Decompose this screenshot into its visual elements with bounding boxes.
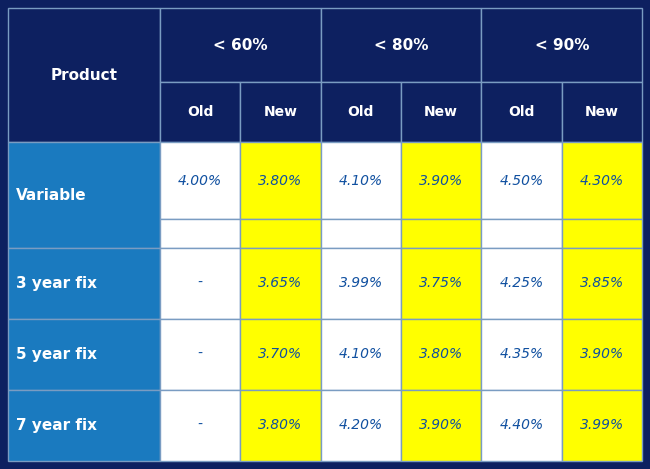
Text: 3.99%: 3.99% (580, 418, 624, 432)
Bar (240, 82, 320, 143)
Text: Old: Old (348, 105, 374, 119)
Bar (160, 390, 240, 461)
Text: < 80%: < 80% (374, 38, 428, 53)
Bar (8, 318, 160, 390)
Text: -: - (198, 347, 202, 361)
Bar (320, 318, 401, 390)
Text: -: - (198, 418, 202, 432)
Text: 3.80%: 3.80% (258, 174, 302, 188)
Text: 3.70%: 3.70% (258, 347, 302, 361)
Text: 4.50%: 4.50% (500, 174, 543, 188)
Text: 3.80%: 3.80% (419, 347, 463, 361)
Text: New: New (424, 105, 458, 119)
Bar (562, 143, 642, 219)
Text: 4.10%: 4.10% (339, 347, 383, 361)
Text: 5 year fix: 5 year fix (16, 347, 98, 362)
Text: Product: Product (50, 68, 117, 83)
Bar (401, 143, 482, 219)
Text: < 60%: < 60% (213, 38, 267, 53)
Text: New: New (585, 105, 619, 119)
Text: 3.65%: 3.65% (258, 276, 302, 290)
Text: 3.99%: 3.99% (339, 276, 383, 290)
Bar (240, 318, 320, 390)
Bar (482, 390, 562, 461)
Text: 3.90%: 3.90% (580, 347, 624, 361)
Text: 4.30%: 4.30% (580, 174, 624, 188)
Text: New: New (263, 105, 297, 119)
Bar (562, 390, 642, 461)
Text: 3.80%: 3.80% (258, 418, 302, 432)
Bar (401, 219, 482, 248)
Bar (401, 248, 482, 318)
Bar (562, 82, 642, 143)
Bar (160, 318, 240, 390)
Bar (8, 390, 160, 461)
Text: 3.90%: 3.90% (419, 174, 463, 188)
Bar (482, 143, 562, 219)
Text: 4.35%: 4.35% (500, 347, 543, 361)
Bar (320, 219, 401, 248)
Bar (401, 82, 482, 143)
Text: Variable: Variable (16, 188, 87, 203)
Text: 4.20%: 4.20% (339, 418, 383, 432)
Text: 3 year fix: 3 year fix (16, 276, 98, 291)
Bar (482, 318, 562, 390)
Bar (160, 219, 240, 248)
Text: 3.75%: 3.75% (419, 276, 463, 290)
Bar (320, 82, 401, 143)
Bar (482, 219, 562, 248)
Bar (240, 143, 320, 219)
Text: 3.90%: 3.90% (419, 418, 463, 432)
Bar (482, 248, 562, 318)
Bar (401, 318, 482, 390)
Text: 4.10%: 4.10% (339, 174, 383, 188)
Bar (401, 390, 482, 461)
Bar (320, 8, 482, 82)
Bar (482, 8, 642, 82)
Text: 4.40%: 4.40% (500, 418, 543, 432)
Bar (562, 248, 642, 318)
Text: Old: Old (187, 105, 213, 119)
Text: < 90%: < 90% (534, 38, 589, 53)
Bar (160, 8, 320, 82)
Bar (160, 248, 240, 318)
Text: 7 year fix: 7 year fix (16, 417, 98, 432)
Bar (160, 143, 240, 219)
Text: 4.00%: 4.00% (178, 174, 222, 188)
Text: -: - (198, 276, 202, 290)
Bar (8, 8, 160, 143)
Bar (240, 219, 320, 248)
Text: 3.85%: 3.85% (580, 276, 624, 290)
Bar (8, 143, 160, 248)
Bar (320, 143, 401, 219)
Bar (482, 82, 562, 143)
Bar (320, 248, 401, 318)
Bar (8, 248, 160, 318)
Bar (160, 82, 240, 143)
Bar (562, 318, 642, 390)
Bar (240, 390, 320, 461)
Bar (562, 219, 642, 248)
Text: 4.25%: 4.25% (500, 276, 543, 290)
Bar (240, 248, 320, 318)
Bar (320, 390, 401, 461)
Text: Old: Old (508, 105, 535, 119)
